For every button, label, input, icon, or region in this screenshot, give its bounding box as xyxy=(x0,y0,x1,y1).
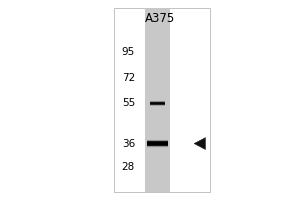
Bar xyxy=(150,104,165,105)
Bar xyxy=(150,103,165,104)
Bar xyxy=(150,102,165,103)
Bar xyxy=(150,105,165,106)
Text: A375: A375 xyxy=(146,12,176,25)
Bar xyxy=(147,144,168,146)
Bar xyxy=(147,146,168,147)
Bar xyxy=(147,142,168,143)
Bar xyxy=(150,105,165,106)
Bar xyxy=(147,141,168,143)
Bar xyxy=(147,143,168,144)
Bar xyxy=(147,143,168,145)
Bar xyxy=(147,144,168,145)
Bar xyxy=(147,146,168,148)
Bar xyxy=(147,142,168,144)
FancyBboxPatch shape xyxy=(114,8,210,192)
Bar xyxy=(147,142,168,144)
Bar xyxy=(150,101,165,102)
Bar xyxy=(147,140,168,141)
Bar xyxy=(150,101,165,103)
Bar xyxy=(147,139,168,141)
Bar xyxy=(147,145,168,147)
Bar xyxy=(147,141,168,143)
Bar xyxy=(150,104,165,105)
Bar xyxy=(150,101,165,102)
Bar xyxy=(150,104,165,106)
Bar xyxy=(147,146,168,148)
Bar xyxy=(150,102,165,104)
Polygon shape xyxy=(194,138,206,150)
Bar xyxy=(147,140,168,141)
Bar xyxy=(150,104,165,105)
Bar xyxy=(147,145,168,146)
Bar xyxy=(150,105,165,106)
Bar xyxy=(150,101,165,102)
Bar xyxy=(147,145,168,147)
Bar xyxy=(147,141,168,142)
Bar xyxy=(147,144,168,146)
Bar xyxy=(150,103,165,104)
Bar xyxy=(147,140,168,142)
Bar xyxy=(147,144,168,145)
Text: 72: 72 xyxy=(122,73,135,83)
Bar xyxy=(147,142,168,144)
Bar xyxy=(147,146,168,147)
Text: 36: 36 xyxy=(122,139,135,149)
Bar xyxy=(147,139,168,141)
Bar xyxy=(147,140,168,142)
Bar xyxy=(147,143,168,144)
Text: 95: 95 xyxy=(122,47,135,57)
Bar xyxy=(147,145,168,146)
Bar xyxy=(150,102,165,103)
Text: 55: 55 xyxy=(122,98,135,108)
Bar xyxy=(150,100,165,102)
Bar xyxy=(150,102,165,103)
Bar xyxy=(150,104,165,105)
Bar xyxy=(147,140,168,142)
Bar xyxy=(147,141,168,142)
Bar xyxy=(150,102,165,103)
Bar xyxy=(150,103,165,104)
Bar xyxy=(150,103,165,105)
Bar xyxy=(145,8,170,192)
Bar xyxy=(150,101,165,102)
Bar xyxy=(147,146,168,148)
Bar xyxy=(150,105,165,106)
Text: 28: 28 xyxy=(122,162,135,172)
Bar xyxy=(147,141,168,143)
Bar xyxy=(147,143,168,145)
Bar xyxy=(147,143,168,145)
Bar xyxy=(147,144,168,146)
Bar xyxy=(150,103,165,104)
